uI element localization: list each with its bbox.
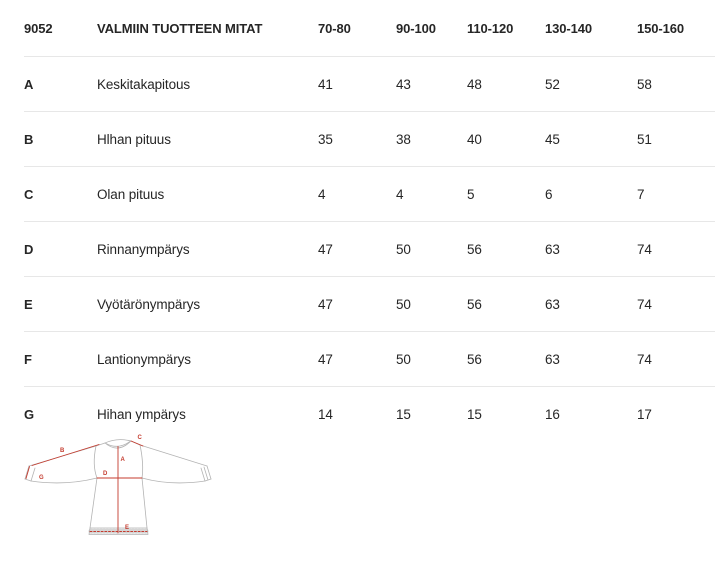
table-row: F Lantionympärys 47 50 56 63 74 [24,332,715,387]
table-row: C Olan pituus 4 4 5 6 7 [24,167,715,222]
table-row: A Keskitakapitous 41 43 48 52 58 [24,57,715,112]
measure-key: D [24,241,34,257]
measure-label-c: C [138,435,143,441]
measure-value: 38 [396,131,411,147]
measure-value: 7 [637,186,645,202]
size-col-header: 90-100 [396,20,436,36]
measure-line-b [31,444,100,466]
measure-line-c [130,440,144,447]
measure-value: 63 [545,241,560,257]
measure-value: 47 [318,351,333,367]
measure-label: Vyötärönympärys [97,296,201,312]
measure-label: Lantionympärys [97,351,191,367]
measure-value: 14 [318,407,333,422]
measure-value: 4 [396,186,404,202]
measure-value: 15 [467,407,482,422]
measure-value: 63 [545,351,560,367]
measure-key: A [24,76,34,92]
measure-label: Keskitakapitous [97,76,191,92]
measure-key: C [24,186,34,202]
measure-label-a: A [121,457,126,463]
measure-label-b: B [60,448,65,454]
table-row: B Hlhan pituus 35 38 40 45 51 [24,112,715,167]
measure-value: 48 [467,76,482,92]
measure-value: 47 [318,241,333,257]
measure-value: 74 [637,351,652,367]
measure-label-g: G [39,475,44,481]
measure-value: 74 [637,296,652,312]
measure-value: 52 [545,76,560,92]
measure-label-d: D [103,471,108,477]
measure-label: Hihan ympärys [97,407,186,422]
measurement-labels: A B C D E G [39,435,143,531]
measure-value: 15 [396,407,411,422]
measure-value: 56 [467,296,482,312]
measure-value: 58 [637,76,652,92]
size-table: 9052 VALMIIN TUOTTEEN MITAT 70-80 90-100… [24,0,715,442]
measurement-lines [25,440,148,534]
measure-value: 5 [467,186,475,202]
measure-value: 56 [467,351,482,367]
product-code: 9052 [24,20,53,36]
measure-value: 17 [637,407,652,422]
size-col-header: 150-160 [637,20,685,36]
measure-value: 41 [318,76,333,92]
measure-value: 50 [396,351,411,367]
measure-value: 35 [318,131,333,147]
measure-line-g [25,466,30,479]
measure-key: G [24,407,35,422]
garment-outline [24,439,212,535]
table-row: D Rinnanympärys 47 50 56 63 74 [24,222,715,277]
size-col-header: 70-80 [318,20,351,36]
measure-label: Rinnanympärys [97,241,190,257]
measure-key: B [24,131,34,147]
measure-value: 74 [637,241,652,257]
measure-value: 50 [396,241,411,257]
size-col-header: 130-140 [545,20,593,36]
measure-value: 6 [545,186,553,202]
measure-value: 51 [637,131,652,147]
measure-value: 45 [545,131,560,147]
table-title: VALMIIN TUOTTEEN MITAT [97,20,263,36]
measure-key: F [24,351,32,367]
garment-measurement-diagram: A B C D E G [24,435,212,535]
measure-key: E [24,296,33,312]
measure-value: 63 [545,296,560,312]
table-row: E Vyötärönympärys 47 50 56 63 74 [24,277,715,332]
measure-value: 47 [318,296,333,312]
measure-value: 56 [467,241,482,257]
measure-value: 43 [396,76,411,92]
measure-value: 50 [396,296,411,312]
measure-value: 40 [467,131,482,147]
table-row: G Hihan ympärys 14 15 15 16 17 [24,387,715,442]
measure-value: 16 [545,407,560,422]
measure-label-e: E [125,525,129,531]
measure-value: 4 [318,186,326,202]
measure-label: Olan pituus [97,186,165,202]
measure-label: Hlhan pituus [97,131,171,147]
size-col-header: 110-120 [467,20,514,36]
size-table-header: 9052 VALMIIN TUOTTEEN MITAT 70-80 90-100… [24,0,715,57]
